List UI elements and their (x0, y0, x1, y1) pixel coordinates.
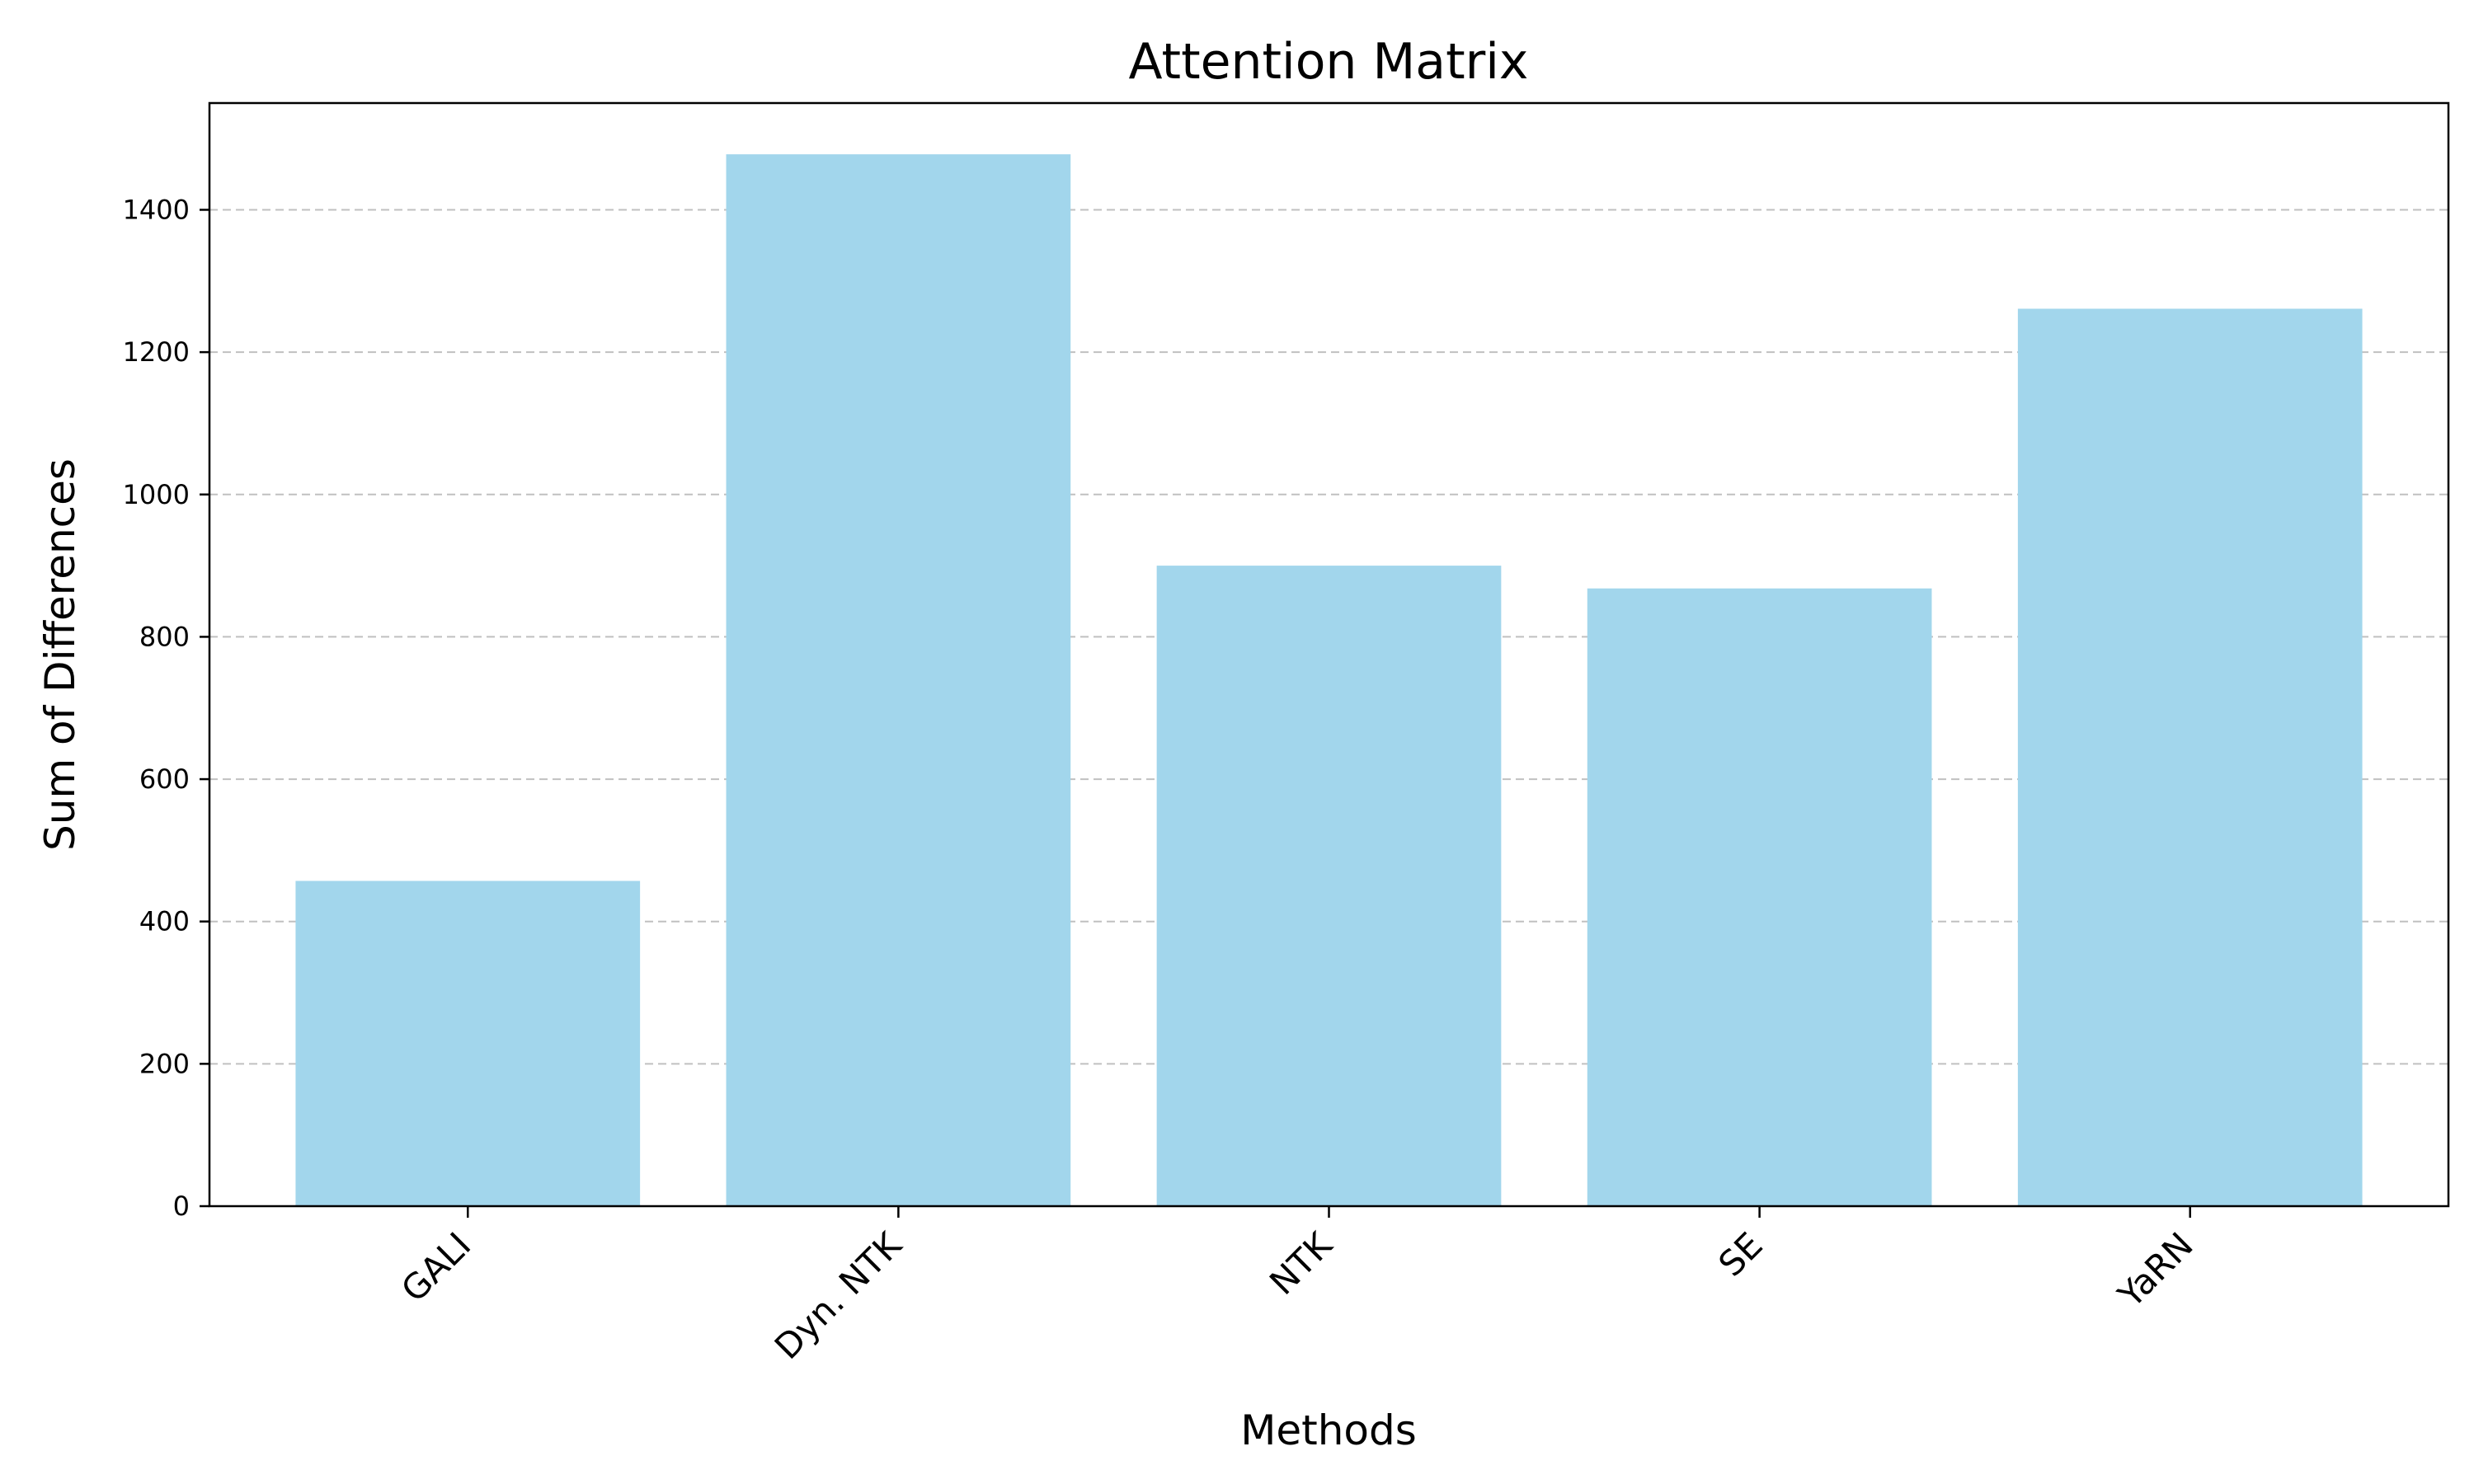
y-tick-label: 0 (173, 1190, 190, 1222)
y-axis-ticks: 0 200 400 600 800 1000 1200 1400 (123, 194, 209, 1222)
bar (1156, 566, 1502, 1206)
y-tick-label: 400 (139, 906, 190, 937)
x-tick-label: YaRN (2109, 1224, 2200, 1315)
chart-title: Attention Matrix (1129, 33, 1529, 91)
y-axis-title: Sum of Differences (36, 458, 84, 851)
x-tick-label: NTK (1262, 1223, 1341, 1303)
x-tick-label: GALI (393, 1224, 478, 1309)
y-tick-label: 1400 (123, 194, 190, 225)
bar (1587, 588, 1932, 1206)
y-tick-label: 200 (139, 1048, 190, 1079)
bars (295, 154, 2363, 1207)
y-tick-label: 800 (139, 621, 190, 652)
x-axis-title: Methods (1240, 1407, 1417, 1454)
x-tick-label: SE (1710, 1224, 1770, 1284)
x-tick-label: Dyn. NTK (767, 1223, 910, 1367)
bar (2017, 308, 2363, 1206)
y-tick-label: 1200 (123, 336, 190, 368)
x-axis-ticks: GALI Dyn. NTK NTK SE YaRN (393, 1206, 2201, 1367)
bar (295, 881, 641, 1206)
y-tick-label: 1000 (123, 479, 190, 510)
bar (726, 154, 1071, 1207)
y-tick-label: 600 (139, 763, 190, 795)
